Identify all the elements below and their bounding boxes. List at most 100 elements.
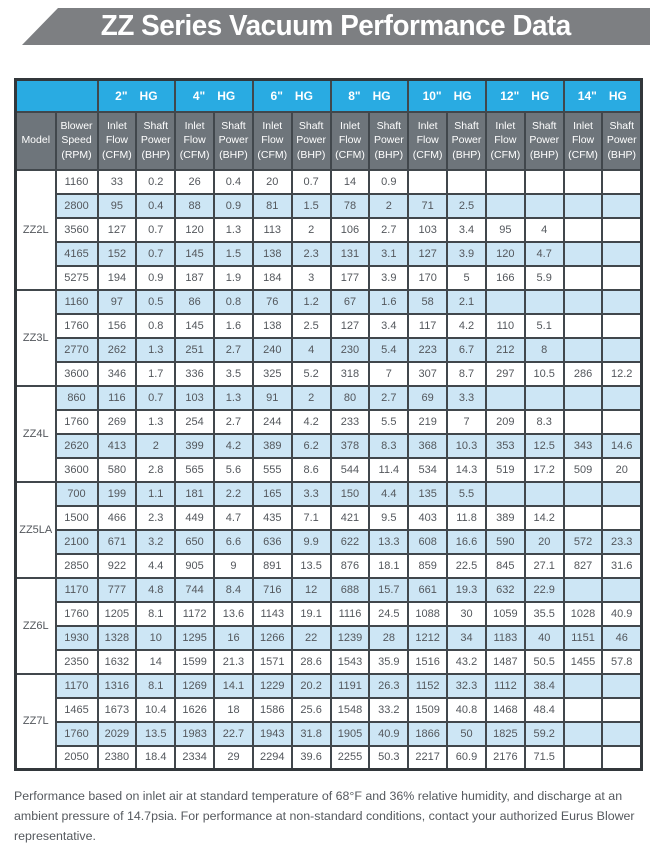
data-cell: 251 <box>174 336 216 363</box>
data-cell: 0.9 <box>368 168 410 195</box>
data-cell: 6.6 <box>213 528 254 555</box>
rpm-cell: 3600 <box>54 456 99 483</box>
data-cell: 269 <box>96 408 138 435</box>
data-cell: 466 <box>96 504 138 531</box>
data-cell: 1.9 <box>213 264 254 291</box>
data-cell: 5 <box>446 264 487 291</box>
data-cell: 3.2 <box>135 528 177 555</box>
data-cell: 859 <box>407 552 449 579</box>
data-cell: 8.1 <box>135 672 177 699</box>
data-cell: 1269 <box>174 672 216 699</box>
data-cell: 827 <box>562 552 604 579</box>
hg-unit-label: HG <box>453 88 472 103</box>
data-cell: 1183 <box>484 624 526 651</box>
data-cell: 1509 <box>407 696 449 723</box>
data-cell: 4.2 <box>446 312 487 339</box>
data-cell: 2.1 <box>446 288 487 315</box>
data-cell: 5.2 <box>290 360 332 387</box>
data-cell <box>484 384 526 411</box>
data-cell: 1028 <box>562 600 604 627</box>
rpm-cell: 1930 <box>54 624 99 651</box>
data-cell <box>562 720 604 747</box>
data-cell <box>601 264 643 291</box>
data-cell: 1.6 <box>213 312 254 339</box>
data-cell: 2.7 <box>213 336 254 363</box>
data-cell: 20.2 <box>290 672 332 699</box>
shaft-power-header: Shaft Power (BHP) <box>523 110 565 171</box>
data-cell: 14.1 <box>213 672 254 699</box>
data-cell: 57.8 <box>601 648 643 675</box>
page-title: ZZ Series Vacuum Performance Data <box>100 10 572 42</box>
data-cell: 3.4 <box>446 216 487 243</box>
data-cell <box>601 384 643 411</box>
data-cell: 150 <box>329 480 371 507</box>
data-cell: 95 <box>484 216 526 243</box>
data-cell: 28 <box>368 624 410 651</box>
data-cell: 20 <box>601 456 643 483</box>
data-cell: 2 <box>290 384 332 411</box>
data-cell: 2 <box>135 432 177 459</box>
hg-header-cell: 10" HG <box>407 78 487 113</box>
data-cell: 1088 <box>407 600 449 627</box>
data-cell: 4.2 <box>213 432 254 459</box>
table-row: 1760 1205 8.1 1172 13.6 1143 19.1 1116 24.5 1088 3… <box>16 600 643 627</box>
data-cell: 1172 <box>174 600 216 627</box>
hg-inches-label: 6" <box>270 88 283 103</box>
data-cell: 39.6 <box>290 744 332 771</box>
data-cell: 1295 <box>174 624 216 651</box>
data-cell: 1599 <box>174 648 216 675</box>
data-cell: 0.9 <box>213 192 254 219</box>
data-cell: 0.7 <box>135 240 177 267</box>
data-cell: 11.4 <box>368 456 410 483</box>
data-cell: 14.6 <box>601 432 643 459</box>
data-cell: 1316 <box>96 672 138 699</box>
table-row: 2850 922 4.4 905 9 891 13.5 876 18.1 859 22.5 845 27… <box>16 552 643 579</box>
table-row: ZZ2L 1160 33 0.2 26 0.4 20 0.7 14 0.9 <box>14 168 643 291</box>
data-cell: 22.5 <box>446 552 487 579</box>
data-cell: 1212 <box>407 624 449 651</box>
data-cell <box>484 480 526 507</box>
data-cell: 286 <box>562 360 604 387</box>
data-cell: 40 <box>523 624 565 651</box>
data-cell: 181 <box>174 480 216 507</box>
data-cell: 0.2 <box>135 168 177 195</box>
rpm-cell: 4165 <box>54 240 99 267</box>
data-cell <box>562 216 604 243</box>
data-cell: 1.3 <box>213 384 254 411</box>
data-cell: 0.7 <box>135 216 177 243</box>
data-cell: 325 <box>251 360 293 387</box>
data-cell: 25.6 <box>290 696 332 723</box>
table-row: 2100 671 3.2 650 6.6 636 9.9 622 13.3 608 16.6 590 2… <box>16 528 643 555</box>
performance-table: 2" HG 4" HG 6" HG 8" HG 10" HG 12" HG 14" HG Model Bl… <box>14 78 643 771</box>
data-cell: 1673 <box>96 696 138 723</box>
data-cell: 19.3 <box>446 576 487 603</box>
data-cell: 1632 <box>96 648 138 675</box>
table-row: 2620 413 2 399 4.2 389 6.2 378 8.3 368 10.3 353 12.5… <box>16 432 643 459</box>
table-row: ZZ7L 1170 1316 8.1 1269 14.1 1229 20.2 1191 26.3 1… <box>14 672 643 771</box>
footnote-text: Performance based on inlet air at standa… <box>14 789 635 843</box>
data-cell: 608 <box>407 528 449 555</box>
data-cell: 307 <box>407 360 449 387</box>
rpm-cell: 2100 <box>54 528 99 555</box>
data-cell: 12.2 <box>601 360 643 387</box>
data-cell: 1112 <box>484 672 526 699</box>
data-cell: 21.3 <box>213 648 254 675</box>
data-cell: 12 <box>290 576 332 603</box>
data-cell: 8 <box>523 336 565 363</box>
data-cell: 35.9 <box>368 648 410 675</box>
data-cell: 78 <box>329 192 371 219</box>
data-cell: 58 <box>407 288 449 315</box>
data-cell <box>562 672 604 699</box>
rpm-cell: 5275 <box>54 264 99 291</box>
data-cell: 59.2 <box>523 720 565 747</box>
data-cell: 16 <box>213 624 254 651</box>
data-cell <box>484 288 526 315</box>
data-cell: 3 <box>290 264 332 291</box>
data-cell: 2.8 <box>135 456 177 483</box>
data-cell: 1.3 <box>213 216 254 243</box>
data-cell: 3.9 <box>368 264 410 291</box>
data-cell: 4.4 <box>135 552 177 579</box>
data-cell: 2.3 <box>290 240 332 267</box>
data-cell: 80 <box>329 384 371 411</box>
data-cell: 2255 <box>329 744 371 771</box>
